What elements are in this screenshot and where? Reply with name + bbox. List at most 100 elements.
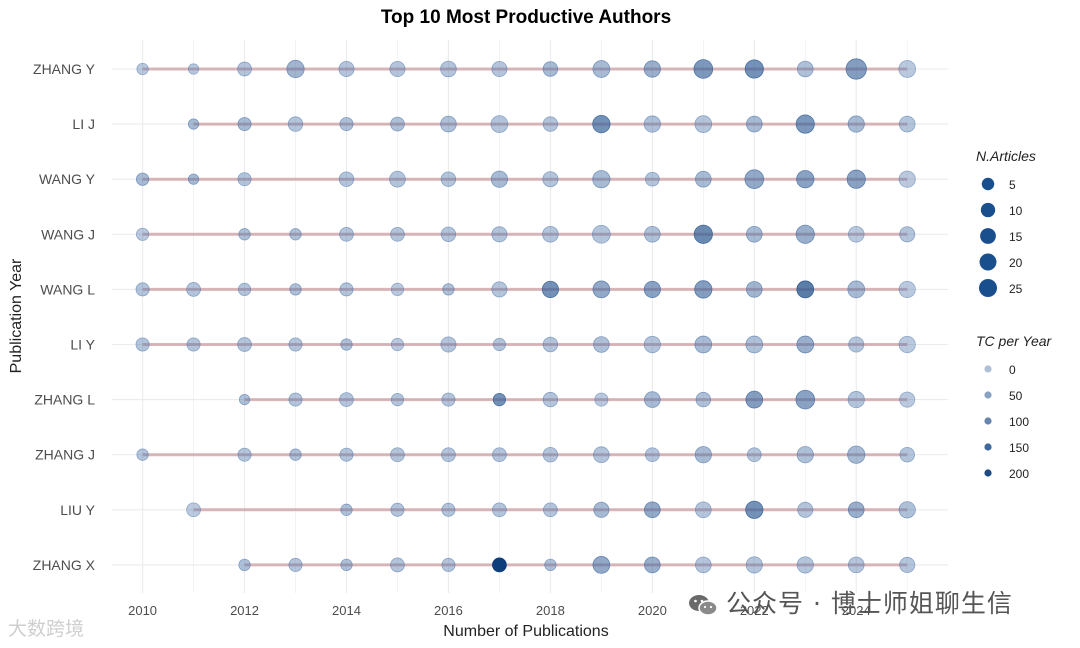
legend-size-key xyxy=(979,253,997,271)
data-point xyxy=(643,115,661,133)
legend-color-label: 200 xyxy=(1009,467,1029,481)
data-point xyxy=(847,280,866,299)
data-point xyxy=(745,390,764,409)
data-point xyxy=(644,391,661,408)
data-point xyxy=(339,447,354,462)
y-tick-label: ZHANG J xyxy=(35,447,95,463)
data-point xyxy=(288,557,303,572)
data-point xyxy=(695,556,712,574)
data-point xyxy=(441,447,456,463)
data-point xyxy=(593,446,610,464)
x-tick-label: 2016 xyxy=(434,603,463,618)
data-point xyxy=(643,60,661,78)
data-point xyxy=(745,226,763,243)
data-point xyxy=(187,118,200,130)
data-point xyxy=(592,280,611,299)
data-point xyxy=(643,280,661,298)
y-tick-label: WANG L xyxy=(40,281,95,297)
watermark-wechat-text: 公众号 · 博士师姐聊生信 xyxy=(726,589,1013,618)
data-point xyxy=(440,171,457,187)
data-point xyxy=(340,558,353,572)
legend-color-key xyxy=(984,469,992,477)
data-point xyxy=(594,392,609,407)
data-point xyxy=(899,391,916,408)
data-point xyxy=(237,61,252,77)
data-point xyxy=(695,170,712,188)
data-point xyxy=(845,58,867,80)
x-tick-label: 2022 xyxy=(740,603,769,618)
legend-color-key xyxy=(984,365,992,373)
data-point xyxy=(795,114,815,134)
watermark-corner-text: 大数跨境 xyxy=(8,618,85,640)
data-point xyxy=(136,448,149,461)
data-point xyxy=(490,170,508,188)
data-point xyxy=(847,556,865,574)
data-point xyxy=(693,59,714,79)
watermark-wechat: 公众号 · 博士师姐聊生信 xyxy=(688,584,1013,620)
data-point xyxy=(796,60,814,78)
data-point xyxy=(592,170,611,189)
data-point xyxy=(442,283,455,296)
data-point xyxy=(441,392,456,407)
data-point xyxy=(340,338,353,351)
segments xyxy=(142,67,908,567)
legend-size-label: 20 xyxy=(1009,256,1023,270)
data-point xyxy=(339,117,354,132)
data-point xyxy=(643,335,661,354)
legend-color-label: 0 xyxy=(1009,363,1016,377)
data-point xyxy=(491,60,508,78)
y-tick-label: ZHANG Y xyxy=(33,61,96,77)
data-point xyxy=(592,60,611,78)
data-point xyxy=(695,501,712,519)
data-point xyxy=(795,224,815,244)
x-tick-label: 2020 xyxy=(638,603,667,618)
data-point xyxy=(390,226,405,242)
data-point xyxy=(338,171,355,187)
data-point xyxy=(490,115,509,133)
data-point xyxy=(289,448,302,461)
data-point xyxy=(796,280,815,299)
data-point xyxy=(238,228,251,241)
x-tick-label: 2012 xyxy=(230,603,259,618)
data-point xyxy=(644,501,661,519)
data-point xyxy=(441,557,456,572)
data-point xyxy=(492,337,507,352)
legend-color-label: 100 xyxy=(1009,415,1029,429)
legend-size-key xyxy=(979,279,997,297)
data-point xyxy=(694,446,712,464)
data-point xyxy=(542,226,559,243)
points xyxy=(135,58,917,574)
data-point xyxy=(339,282,354,297)
y-tick-label: WANG Y xyxy=(39,171,96,187)
legend-size-label: 5 xyxy=(1009,178,1016,192)
data-point xyxy=(694,115,713,133)
data-point xyxy=(440,226,457,243)
axes: 2010 2012 2014 2016 2018 2020 2022 2024 ZHANG Y L… xyxy=(33,61,871,618)
data-point xyxy=(135,337,150,352)
data-point xyxy=(898,501,916,519)
data-point xyxy=(186,337,201,352)
data-point xyxy=(390,337,405,352)
data-point xyxy=(338,60,355,78)
data-point xyxy=(593,501,610,518)
data-point xyxy=(847,391,865,409)
data-point xyxy=(695,391,712,408)
data-point xyxy=(238,393,251,406)
data-point xyxy=(644,226,661,243)
data-point xyxy=(440,115,457,133)
data-point xyxy=(744,59,764,79)
data-point xyxy=(796,446,814,464)
x-tick-label: 2018 xyxy=(536,603,565,618)
data-point xyxy=(187,63,200,75)
data-point xyxy=(644,556,661,574)
data-point xyxy=(847,501,865,519)
data-point xyxy=(542,447,559,463)
data-point xyxy=(491,281,508,298)
data-point xyxy=(744,169,765,189)
data-point xyxy=(287,116,304,132)
data-point xyxy=(390,447,405,463)
data-point xyxy=(542,171,559,188)
legend-color-key xyxy=(984,443,992,451)
data-point xyxy=(644,171,660,187)
